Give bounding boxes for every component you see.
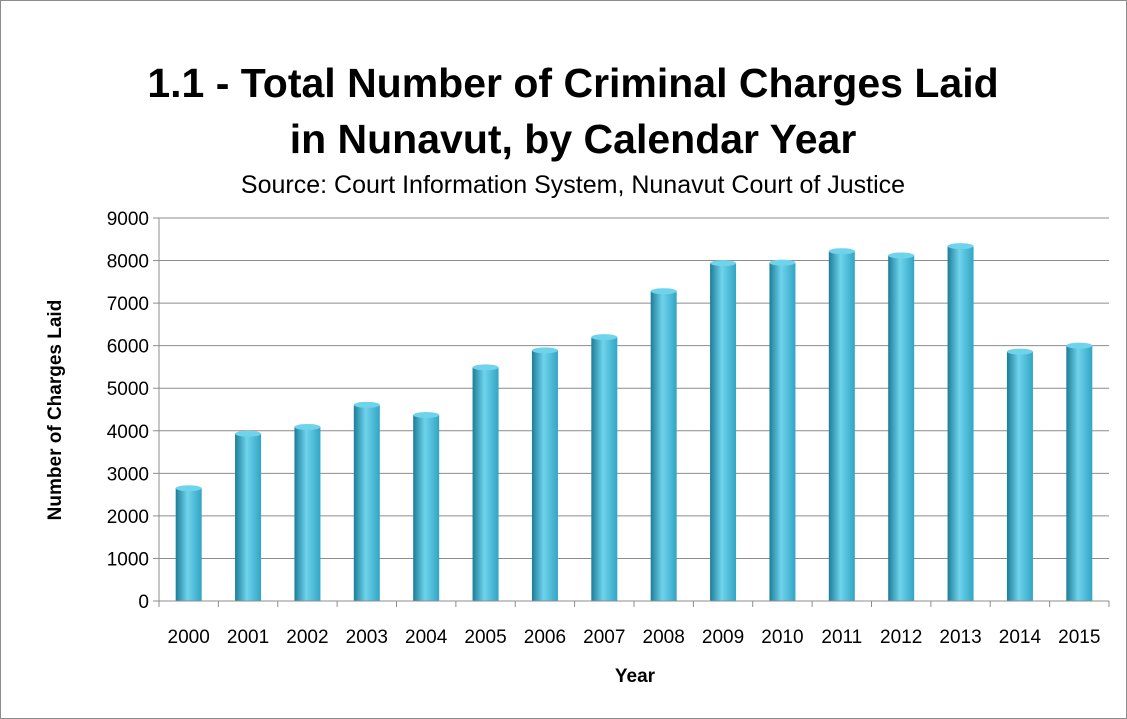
bar-2015: [1066, 345, 1093, 601]
bar-top-2012: [888, 252, 915, 259]
bar-top-2008: [650, 288, 677, 295]
y-tick-label: 3000: [107, 464, 149, 485]
bar-2011: [828, 251, 855, 601]
bar-2002: [294, 426, 321, 601]
y-tick-label: 9000: [107, 209, 149, 230]
x-tick-label: 2006: [524, 627, 566, 648]
bar-2006: [531, 350, 558, 601]
y-tick-label: 2000: [107, 507, 149, 528]
x-tick-label: 2002: [286, 627, 328, 648]
y-tick-label: 4000: [107, 422, 149, 443]
bar-top-2010: [769, 259, 796, 266]
bar-2010: [769, 262, 796, 601]
y-tick-label: 5000: [107, 379, 149, 400]
x-tick-label: 2014: [999, 627, 1042, 648]
x-tick-label: 2005: [464, 627, 506, 648]
bar-top-2002: [294, 423, 321, 430]
y-tick-label: 8000: [107, 252, 149, 273]
axes-group: [153, 217, 1110, 607]
x-tick-label: 2008: [643, 627, 685, 648]
chart-subtitle: Source: Court Information System, Nunavu…: [241, 171, 905, 199]
bar-2005: [472, 367, 499, 601]
bar-top-2014: [1006, 348, 1033, 355]
x-tick-label: 2003: [346, 627, 388, 648]
x-tick-labels: 2000 2001 2002 2003 2004 2005 2006 2007 2008 2009…: [168, 627, 1101, 648]
bars-group: [175, 243, 1093, 601]
bar-2008: [650, 291, 677, 601]
bar-2009: [710, 263, 737, 601]
x-tick-label: 2000: [168, 627, 210, 648]
y-tick-label: 6000: [107, 337, 149, 358]
bar-2007: [591, 337, 618, 601]
bar-top-2007: [591, 334, 618, 341]
x-tick-label: 2001: [227, 627, 269, 648]
y-axis-title: Number of Charges Laid: [45, 300, 66, 521]
chart-title-line1: 1.1 - Total Number of Criminal Charges L…: [147, 60, 998, 106]
y-tick-label: 1000: [107, 549, 149, 570]
x-tick-label: 2011: [821, 627, 862, 648]
bar-2013: [947, 246, 974, 601]
bar-top-2006: [531, 347, 558, 354]
bar-2004: [413, 415, 440, 601]
x-tick-label: 2007: [583, 627, 625, 648]
bar-top-2005: [472, 364, 499, 371]
bar-top-2003: [353, 401, 380, 408]
x-tick-label: 2010: [761, 627, 803, 648]
bar-2001: [235, 433, 262, 601]
bar-top-2011: [828, 248, 855, 255]
bar-top-2009: [710, 260, 737, 267]
bar-top-2015: [1066, 342, 1093, 349]
x-tick-label: 2004: [405, 627, 448, 648]
bar-2012: [888, 255, 915, 601]
bar-2000: [175, 488, 202, 601]
bar-top-2001: [235, 430, 262, 437]
bar-2003: [353, 404, 380, 601]
bar-top-2000: [175, 485, 202, 492]
x-tick-label: 2013: [939, 627, 981, 648]
y-tick-labels: 0 1000 2000 3000 4000 5000 6000 7000 8000 9000: [107, 209, 149, 613]
y-tick-label: 7000: [107, 294, 149, 315]
x-tick-label: 2012: [880, 627, 922, 648]
x-axis-title: Year: [615, 666, 656, 687]
bar-top-2004: [413, 412, 440, 419]
bar-top-2013: [947, 243, 974, 250]
y-tick-label: 0: [138, 592, 149, 613]
bar-2014: [1006, 351, 1033, 601]
x-tick-label: 2009: [702, 627, 744, 648]
x-tick-label: 2015: [1058, 627, 1100, 648]
chart-title-line2: in Nunavut, by Calendar Year: [290, 116, 857, 162]
